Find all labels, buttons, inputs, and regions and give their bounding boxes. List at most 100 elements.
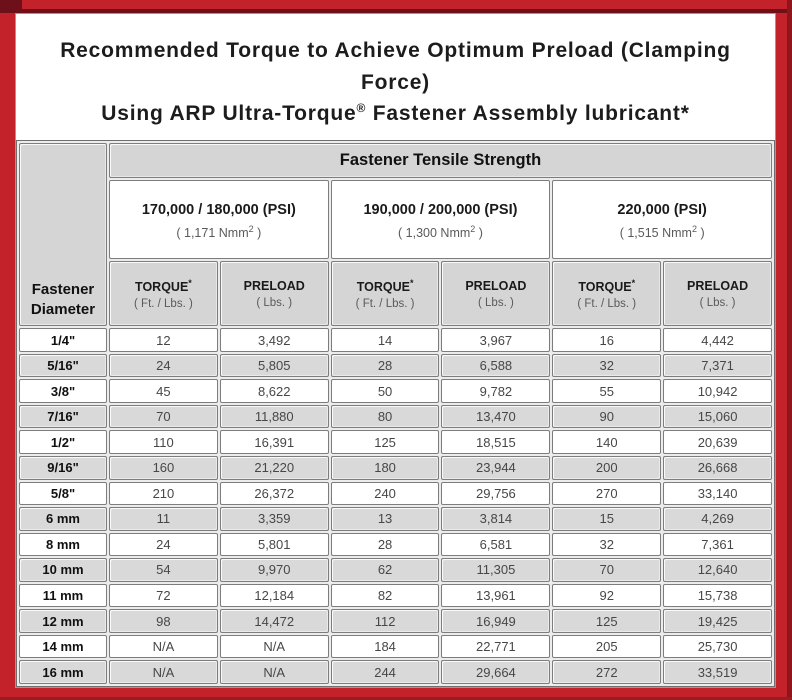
row-label-diameter: 9/16" xyxy=(19,455,107,480)
torque-value-cell: 272 xyxy=(552,660,662,684)
table-header-section: Fastener Diameter Fastener Tensile Stren… xyxy=(19,143,772,327)
preload-value-cell: 6,588 xyxy=(441,353,551,378)
row-label-diameter: 1/4" xyxy=(19,328,107,352)
preload-value-cell: 9,782 xyxy=(441,379,551,403)
title-line-2: Using ARP Ultra-Torque® Fastener Assembl… xyxy=(101,101,690,125)
preload-value-cell: 12,640 xyxy=(663,558,772,582)
preload-value-cell: 26,372 xyxy=(219,481,329,506)
row-label-diameter: 1/2" xyxy=(19,430,107,454)
table-row: 1/2" 110 16,391 125 18,515 140 20,639 xyxy=(19,430,772,454)
torque-value-cell: 24 xyxy=(109,353,218,378)
preload-value-cell: 11,305 xyxy=(441,558,551,582)
row-label-diameter: 14 mm xyxy=(19,634,107,659)
table-row: 12 mm 98 14,472 112 16,949 125 19,425 xyxy=(19,609,772,633)
row-label-diameter: 6 mm xyxy=(19,507,107,531)
torque-value-cell: 112 xyxy=(330,609,440,633)
preload-value-cell: 13,470 xyxy=(441,404,551,429)
torque-value-cell: 13 xyxy=(330,507,440,531)
preload-value-cell: 26,668 xyxy=(663,455,772,480)
torque-value-cell: N/A xyxy=(109,634,218,659)
preload-value-cell: 3,359 xyxy=(219,507,329,531)
torque-value-cell: 14 xyxy=(330,328,440,352)
preload-value-cell: 15,738 xyxy=(663,583,772,608)
torque-value-cell: 270 xyxy=(552,481,662,506)
torque-value-cell: 92 xyxy=(552,583,662,608)
preload-value-cell: 13,961 xyxy=(441,583,551,608)
row-label-diameter: 16 mm xyxy=(19,660,107,684)
frame-dark-bottom-edge xyxy=(0,697,792,700)
torque-value-cell: 62 xyxy=(330,558,440,582)
torque-value-cell: 11 xyxy=(109,507,218,531)
preload-value-cell: 29,664 xyxy=(441,660,551,684)
torque-value-cell: 72 xyxy=(109,583,218,608)
preload-value-cell: N/A xyxy=(219,660,329,684)
preload-value-cell: 7,361 xyxy=(663,532,772,557)
preload-value-cell: 20,639 xyxy=(663,430,772,454)
preload-column-header: PRELOAD ( Lbs. ) xyxy=(219,261,329,327)
torque-value-cell: 110 xyxy=(109,430,218,454)
preload-column-header: PRELOAD ( Lbs. ) xyxy=(441,261,551,327)
torque-value-cell: 24 xyxy=(109,532,218,557)
preload-value-cell: 5,805 xyxy=(219,353,329,378)
preload-value-cell: 4,269 xyxy=(663,507,772,531)
preload-value-cell: 6,581 xyxy=(441,532,551,557)
preload-value-cell: 16,949 xyxy=(441,609,551,633)
fastener-diameter-header: Fastener Diameter xyxy=(19,143,107,327)
page-title: Recommended Torque to Achieve Optimum Pr… xyxy=(26,35,765,130)
preload-column-header: PRELOAD ( Lbs. ) xyxy=(663,261,772,327)
table-row: 1/4" 12 3,492 14 3,967 16 4,442 xyxy=(19,328,772,352)
torque-value-cell: 205 xyxy=(552,634,662,659)
preload-value-cell: 12,184 xyxy=(219,583,329,608)
table-row: 5/8" 210 26,372 240 29,756 270 33,140 xyxy=(19,481,772,506)
preload-value-cell: 7,371 xyxy=(663,353,772,378)
preload-value-cell: 23,944 xyxy=(441,455,551,480)
preload-value-cell: 21,220 xyxy=(219,455,329,480)
preload-value-cell: 8,622 xyxy=(219,379,329,403)
torque-value-cell: 140 xyxy=(552,430,662,454)
torque-value-cell: 28 xyxy=(330,353,440,378)
table-row: 3/8" 45 8,622 50 9,782 55 10,942 xyxy=(19,379,772,403)
preload-value-cell: 25,730 xyxy=(663,634,772,659)
torque-value-cell: 12 xyxy=(109,328,218,352)
torque-value-cell: 210 xyxy=(109,481,218,506)
preload-value-cell: 15,060 xyxy=(663,404,772,429)
row-label-diameter: 5/8" xyxy=(19,481,107,506)
frame-dark-right-edge xyxy=(787,0,792,700)
column-header-row: TORQUE* ( Ft. / Lbs. ) PRELOAD ( Lbs. ) … xyxy=(19,261,772,327)
preload-value-cell: 5,801 xyxy=(219,532,329,557)
torque-table-container: Fastener Diameter Fastener Tensile Stren… xyxy=(16,140,775,687)
table-row: 8 mm 24 5,801 28 6,581 32 7,361 xyxy=(19,532,772,557)
preload-value-cell: 11,880 xyxy=(219,404,329,429)
torque-value-cell: 200 xyxy=(552,455,662,480)
strength-group-170-180: 170,000 / 180,000 (PSI) ( 1,171 Nmm2 ) xyxy=(109,180,329,260)
torque-column-header: TORQUE* ( Ft. / Lbs. ) xyxy=(109,261,218,327)
table-row: 7/16" 70 11,880 80 13,470 90 15,060 xyxy=(19,404,772,429)
torque-value-cell: 180 xyxy=(330,455,440,480)
tensile-header-row: Fastener Diameter Fastener Tensile Stren… xyxy=(19,143,772,327)
torque-value-cell: 90 xyxy=(552,404,662,429)
preload-value-cell: 3,492 xyxy=(219,328,329,352)
torque-value-cell: 98 xyxy=(109,609,218,633)
table-row: 6 mm 11 3,359 13 3,814 15 4,269 xyxy=(19,507,772,531)
table-body: 1/4" 12 3,492 14 3,967 16 4,442 5/16" 24 5,805 28 6… xyxy=(19,328,772,684)
psi-header-row: 170,000 / 180,000 (PSI) ( 1,171 Nmm2 ) 1… xyxy=(19,180,772,260)
strength-group-220: 220,000 (PSI) ( 1,515 Nmm2 ) xyxy=(552,180,772,260)
row-label-diameter: 3/8" xyxy=(19,379,107,403)
torque-value-cell: 184 xyxy=(330,634,440,659)
torque-value-cell: 15 xyxy=(552,507,662,531)
torque-value-cell: 125 xyxy=(552,609,662,633)
preload-value-cell: 9,970 xyxy=(219,558,329,582)
frame-maroon-top-line xyxy=(0,9,792,13)
torque-value-cell: 70 xyxy=(109,404,218,429)
torque-value-cell: 50 xyxy=(330,379,440,403)
torque-value-cell: 45 xyxy=(109,379,218,403)
row-label-diameter: 7/16" xyxy=(19,404,107,429)
table-row: 10 mm 54 9,970 62 11,305 70 12,640 xyxy=(19,558,772,582)
preload-value-cell: 4,442 xyxy=(663,328,772,352)
table-row: 11 mm 72 12,184 82 13,961 92 15,738 xyxy=(19,583,772,608)
preload-value-cell: 16,391 xyxy=(219,430,329,454)
table-row: 16 mm N/A N/A 244 29,664 272 33,519 xyxy=(19,660,772,684)
torque-value-cell: 16 xyxy=(552,328,662,352)
torque-value-cell: 54 xyxy=(109,558,218,582)
